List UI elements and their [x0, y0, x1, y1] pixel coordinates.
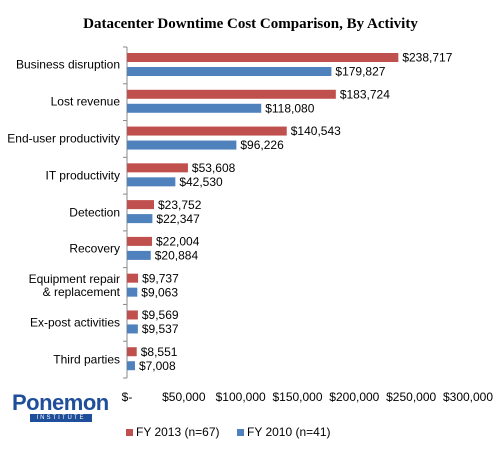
category-label: End-user productivity [7, 131, 120, 146]
x-tick-label: $100,000 [216, 390, 266, 404]
chart-title: Datacenter Downtime Cost Comparison, By … [83, 16, 418, 32]
category-label: Lost revenue [50, 94, 120, 109]
logo: Ponemon INSTITUTE [12, 390, 109, 422]
category-label: Detection [69, 205, 120, 219]
bar [127, 200, 154, 210]
bar [127, 273, 139, 283]
value-label: $7,008 [139, 359, 176, 373]
value-label: $23,752 [158, 198, 202, 212]
value-label: $22,347 [156, 212, 200, 226]
legend-swatch [237, 429, 244, 436]
value-label: $22,004 [156, 235, 200, 249]
bar [127, 177, 176, 187]
value-label: $238,717 [402, 51, 452, 65]
x-tick-label: $- [122, 390, 133, 404]
value-label: $9,737 [142, 271, 179, 285]
value-label: $183,724 [340, 87, 390, 101]
category-label: IT productivity [45, 168, 120, 183]
legend-swatch [126, 429, 133, 436]
value-label: $118,080 [265, 101, 314, 115]
value-label: $8,551 [141, 345, 178, 359]
bar [127, 324, 138, 334]
value-label: $179,827 [335, 65, 385, 79]
x-tick-label: $150,000 [272, 390, 322, 404]
bar [127, 214, 153, 224]
x-tick-label: $50,000 [162, 390, 206, 404]
value-label: $9,537 [142, 322, 179, 336]
bar [127, 53, 399, 62]
category-label: Ex-post activities [29, 315, 120, 330]
x-tick-label: $200,000 [329, 390, 379, 404]
category-label: Business disruption [15, 57, 120, 72]
legend-label: FY 2013 (n=67) [136, 425, 220, 439]
bar [127, 126, 287, 136]
bar [127, 140, 237, 150]
bar [127, 287, 138, 297]
x-tick-label: $300,000 [443, 390, 493, 404]
value-label: $9,063 [141, 285, 178, 299]
x-tick-label: $250,000 [386, 390, 436, 404]
value-label: $9,569 [142, 308, 179, 322]
logo-name: Ponemon [12, 390, 109, 415]
bar [127, 310, 138, 320]
value-label: $140,543 [291, 124, 341, 138]
value-label: $20,884 [155, 249, 199, 263]
bar [127, 361, 135, 371]
logo-tagline: INSTITUTE [30, 414, 92, 422]
category-label: Third parties [53, 352, 120, 367]
value-label: $53,608 [192, 161, 236, 175]
bar [127, 103, 262, 113]
bar [127, 89, 336, 99]
category-label: Recovery [69, 241, 120, 256]
value-label: $42,530 [179, 175, 223, 189]
bar [127, 236, 153, 246]
bar [127, 347, 137, 357]
category-label: Equipment repair & replacement [28, 272, 120, 300]
bar [127, 163, 188, 173]
value-label: $96,226 [240, 138, 284, 152]
legend-label: FY 2010 (n=41) [247, 425, 331, 439]
bar [127, 67, 332, 76]
bar [127, 250, 151, 260]
